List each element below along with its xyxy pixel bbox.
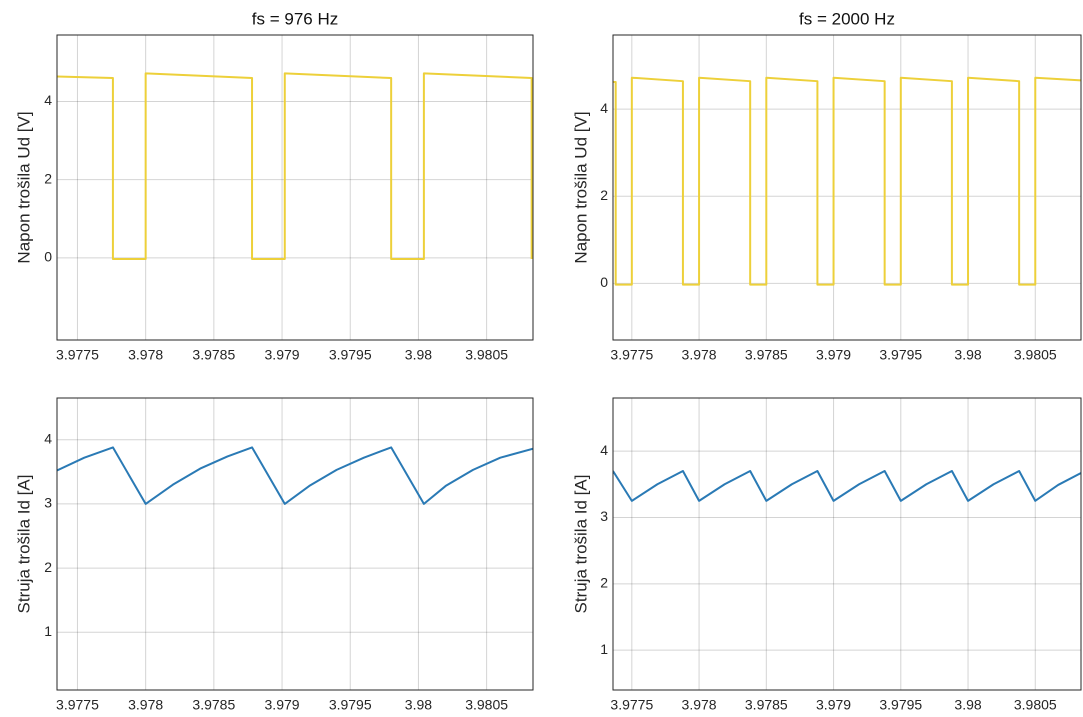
x-tick-label: 3.9795 [879,347,922,363]
y-axis-label: Napon trošila Ud [V] [14,111,33,263]
x-tick-label: 3.9795 [329,697,372,713]
x-tick-label: 3.98 [954,697,981,713]
y-tick-label: 4 [600,442,608,458]
data-line [613,76,1081,286]
y-tick-label: 3 [44,495,52,511]
data-line [613,470,1081,502]
x-tick-label: 3.979 [816,697,851,713]
x-tick-label: 3.9775 [56,697,99,713]
y-tick-label: 4 [44,430,52,446]
x-tick-label: 3.9795 [329,347,372,363]
axes-background [57,398,533,690]
y-tick-label: 3 [600,508,608,524]
x-tick-label: 3.9805 [465,347,508,363]
chart-title: fs = 976 Hz [252,9,338,28]
y-tick-label: 4 [44,92,52,108]
y-tick-label: 4 [600,100,608,116]
y-tick-label: 2 [44,559,52,575]
subplot: 3.9775 3.978 3.9785 3.979 3.9795 3.98 3.9805 0 2… [571,9,1082,363]
x-tick-label: 3.9785 [192,347,235,363]
x-tick-label: 3.9805 [1014,697,1057,713]
axes-background [613,35,1081,340]
chart-title: fs = 2000 Hz [799,9,895,28]
x-tick-label: 3.9805 [465,697,508,713]
x-tick-label: 3.9775 [610,697,653,713]
subplot: 3.9775 3.978 3.9785 3.979 3.9795 3.98 3.9805 1 2… [14,397,534,713]
x-tick-label: 3.9795 [879,697,922,713]
x-tick-label: 3.978 [682,697,717,713]
x-tick-label: 3.98 [405,347,432,363]
x-tick-label: 3.979 [265,697,300,713]
axes-frame [56,397,534,691]
y-tick-label: 1 [44,623,52,639]
subplot: 3.9775 3.978 3.9785 3.979 3.9795 3.98 3.9805 1 2… [571,397,1082,713]
x-tick-label: 3.979 [265,347,300,363]
y-tick-label: 1 [600,641,608,657]
y-tick-label: 2 [600,187,608,203]
x-tick-label: 3.978 [682,347,717,363]
y-tick-label: 2 [600,575,608,591]
y-tick-label: 0 [600,274,608,290]
y-axis-label: Napon trošila Ud [V] [571,111,590,263]
y-axis-label: Struja trošila Id [A] [14,475,33,614]
data-line [57,72,533,261]
x-tick-label: 3.98 [405,697,432,713]
y-axis-label: Struja trošila Id [A] [571,475,590,614]
data-line [57,446,533,505]
x-tick-label: 3.9805 [1014,347,1057,363]
x-tick-label: 3.978 [128,697,163,713]
axes-frame [612,397,1082,691]
x-tick-label: 3.9775 [56,347,99,363]
x-tick-label: 3.98 [954,347,981,363]
x-tick-label: 3.978 [128,347,163,363]
axes-frame [612,34,1082,341]
axes-background [613,398,1081,690]
x-tick-label: 3.9775 [610,347,653,363]
y-tick-label: 0 [44,249,52,265]
y-tick-label: 2 [44,170,52,186]
x-tick-label: 3.9785 [745,347,788,363]
x-tick-label: 3.979 [816,347,851,363]
axes-frame [56,34,534,341]
x-tick-label: 3.9785 [192,697,235,713]
x-tick-label: 3.9785 [745,697,788,713]
subplot: 3.9775 3.978 3.9785 3.979 3.9795 3.98 3.9805 0 2… [14,9,534,363]
axes-background [57,35,533,340]
